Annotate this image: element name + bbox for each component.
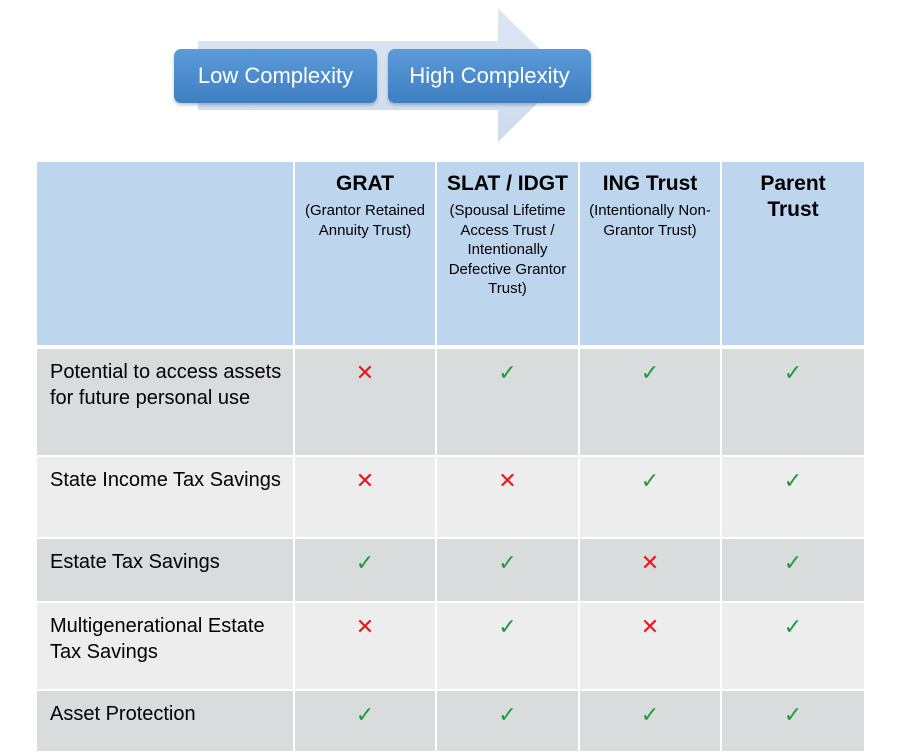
check-icon: ✓	[498, 551, 517, 576]
table-cell: ✕	[294, 347, 437, 457]
row-label: Potential to access assets for future pe…	[37, 347, 295, 457]
cross-icon: ✕	[355, 615, 375, 640]
table-cell: ✓	[579, 690, 722, 753]
column-title: SLAT / IDGT	[447, 172, 568, 195]
check-icon: ✓	[498, 703, 517, 728]
column-header-parent-trust: Parent Trust	[721, 162, 866, 349]
column-subtitle: (Spousal Lifetime Access Trust / Intenti…	[448, 202, 567, 297]
table-cell: ✓	[721, 690, 866, 753]
complexity-arrow	[198, 8, 566, 142]
check-icon: ✓	[783, 615, 803, 640]
table-cell: ✓	[721, 347, 866, 457]
table-cell: ✕	[579, 602, 722, 691]
cross-icon: ✕	[355, 361, 375, 386]
check-icon: ✓	[355, 703, 375, 728]
check-icon: ✓	[640, 469, 660, 494]
table-cell: ✕	[579, 538, 722, 603]
header-row: GRAT (Grantor Retained Annuity Trust) SL…	[37, 162, 866, 349]
trust-comparison-table: GRAT (Grantor Retained Annuity Trust) SL…	[37, 162, 866, 753]
check-icon: ✓	[783, 703, 803, 728]
column-subtitle: (Intentionally Non-Grantor Trust)	[589, 202, 711, 239]
table-cell: ✓	[579, 456, 722, 539]
table-cell: ✓	[436, 602, 580, 691]
column-header-grat: GRAT (Grantor Retained Annuity Trust)	[294, 162, 437, 349]
cross-icon: ✕	[355, 469, 375, 494]
table-cell: ✓	[436, 347, 580, 457]
table-cell: ✕	[436, 456, 580, 539]
check-icon: ✓	[498, 615, 517, 640]
row-label: Asset Protection	[37, 690, 295, 753]
table-row: State Income Tax Savings ✕ ✕ ✓ ✓	[37, 456, 866, 539]
row-label: State Income Tax Savings	[37, 456, 295, 539]
table-cell: ✓	[721, 602, 866, 691]
table-row: Potential to access assets for future pe…	[37, 347, 866, 457]
table-cell: ✓	[436, 538, 580, 603]
table-cell: ✕	[294, 602, 437, 691]
check-icon: ✓	[355, 551, 375, 576]
arrow-shape	[198, 8, 566, 142]
cross-icon: ✕	[498, 469, 517, 494]
row-label: Multigenerational Estate Tax Savings	[37, 602, 295, 691]
table-row: Multigenerational Estate Tax Savings ✕ ✓…	[37, 602, 866, 691]
low-complexity-label: Low Complexity	[174, 49, 377, 103]
check-icon: ✓	[783, 361, 803, 386]
check-icon: ✓	[783, 469, 803, 494]
cross-icon: ✕	[640, 551, 660, 576]
cross-icon: ✕	[640, 615, 660, 640]
header-empty-cell	[37, 162, 295, 349]
column-title: ING Trust	[602, 172, 698, 195]
column-subtitle: (Grantor Retained Annuity Trust)	[304, 202, 426, 239]
table-row: Asset Protection ✓ ✓ ✓ ✓	[37, 690, 866, 753]
check-icon: ✓	[640, 703, 660, 728]
column-title: Parent Trust	[760, 172, 826, 221]
high-complexity-label: High Complexity	[388, 49, 591, 103]
table-cell: ✓	[721, 538, 866, 603]
table-cell: ✓	[294, 538, 437, 603]
column-title: GRAT	[336, 172, 394, 195]
table-cell: ✓	[579, 347, 722, 457]
check-icon: ✓	[640, 361, 660, 386]
table-cell: ✓	[721, 456, 866, 539]
table-cell: ✓	[436, 690, 580, 753]
table-cell: ✕	[294, 456, 437, 539]
check-icon: ✓	[498, 361, 517, 386]
check-icon: ✓	[783, 551, 803, 576]
table-cell: ✓	[294, 690, 437, 753]
table-row: Estate Tax Savings ✓ ✓ ✕ ✓	[37, 538, 866, 603]
column-header-slat-idgt: SLAT / IDGT (Spousal Lifetime Access Tru…	[436, 162, 580, 349]
column-header-ing-trust: ING Trust (Intentionally Non-Grantor Tru…	[579, 162, 722, 349]
row-label: Estate Tax Savings	[37, 538, 295, 603]
